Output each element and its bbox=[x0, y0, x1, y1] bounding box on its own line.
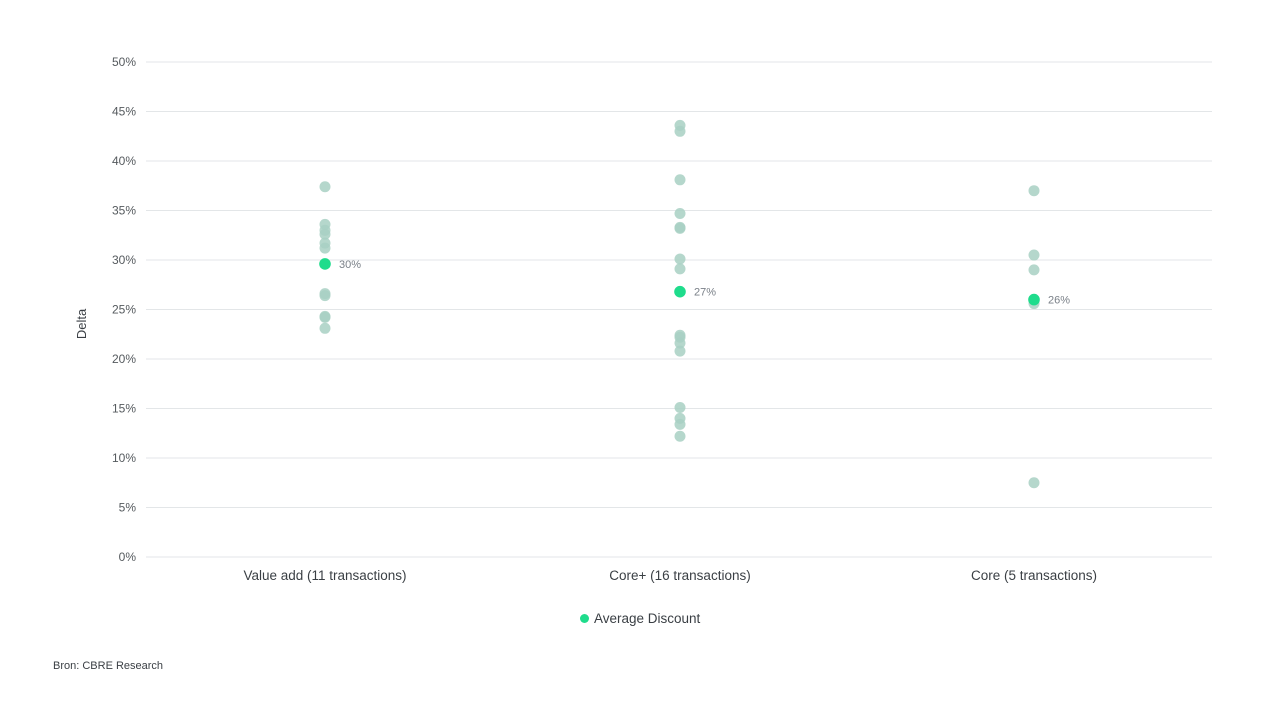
legend: Average Discount bbox=[580, 611, 700, 626]
transaction-point bbox=[1028, 185, 1040, 197]
transaction-point bbox=[674, 125, 686, 137]
transaction-point bbox=[674, 430, 686, 442]
transaction-point bbox=[674, 402, 686, 414]
transaction-point bbox=[1028, 477, 1040, 489]
average-discount-point bbox=[1028, 293, 1040, 306]
y-tick-label: 15% bbox=[112, 402, 136, 416]
transaction-point bbox=[319, 242, 331, 254]
x-category-label: Value add (11 transactions) bbox=[243, 568, 406, 583]
transaction-point bbox=[674, 207, 686, 219]
y-tick-label: 35% bbox=[112, 204, 136, 218]
transaction-point bbox=[319, 290, 331, 302]
transaction-point bbox=[1028, 249, 1040, 261]
transaction-point bbox=[674, 174, 686, 186]
x-category-label: Core (5 transactions) bbox=[971, 568, 1097, 583]
y-tick-label: 50% bbox=[112, 55, 136, 69]
average-discount-label: 26% bbox=[1048, 295, 1070, 307]
average-discount-label: 27% bbox=[694, 287, 716, 299]
legend-average-marker bbox=[580, 614, 589, 623]
transaction-point bbox=[319, 322, 331, 334]
transaction-point bbox=[1028, 264, 1040, 276]
transaction-point bbox=[674, 345, 686, 357]
y-tick-label: 10% bbox=[112, 451, 136, 465]
transaction-point bbox=[319, 181, 331, 193]
transaction-point bbox=[319, 228, 331, 240]
transaction-point bbox=[674, 337, 686, 349]
source-note: Bron: CBRE Research bbox=[53, 660, 164, 672]
y-tick-label: 20% bbox=[112, 352, 136, 366]
y-tick-label: 0% bbox=[119, 550, 137, 564]
average-discount-label: 30% bbox=[339, 259, 361, 271]
y-tick-label: 40% bbox=[112, 154, 136, 168]
y-tick-label: 5% bbox=[119, 501, 137, 515]
x-category-label: Core+ (16 transactions) bbox=[609, 568, 750, 583]
average-discount-point bbox=[674, 285, 686, 298]
average-discount-point bbox=[319, 258, 331, 270]
y-tick-label: 45% bbox=[112, 105, 136, 119]
y-tick-label: 30% bbox=[112, 253, 136, 267]
legend-average-label: Average Discount bbox=[594, 611, 701, 626]
y-axis-label: Delta bbox=[74, 308, 89, 339]
transaction-point bbox=[674, 418, 686, 430]
y-tick-label: 25% bbox=[112, 303, 136, 317]
transaction-point bbox=[319, 311, 331, 323]
transaction-point bbox=[674, 222, 686, 234]
transaction-point bbox=[674, 253, 686, 265]
transaction-point bbox=[674, 263, 686, 275]
